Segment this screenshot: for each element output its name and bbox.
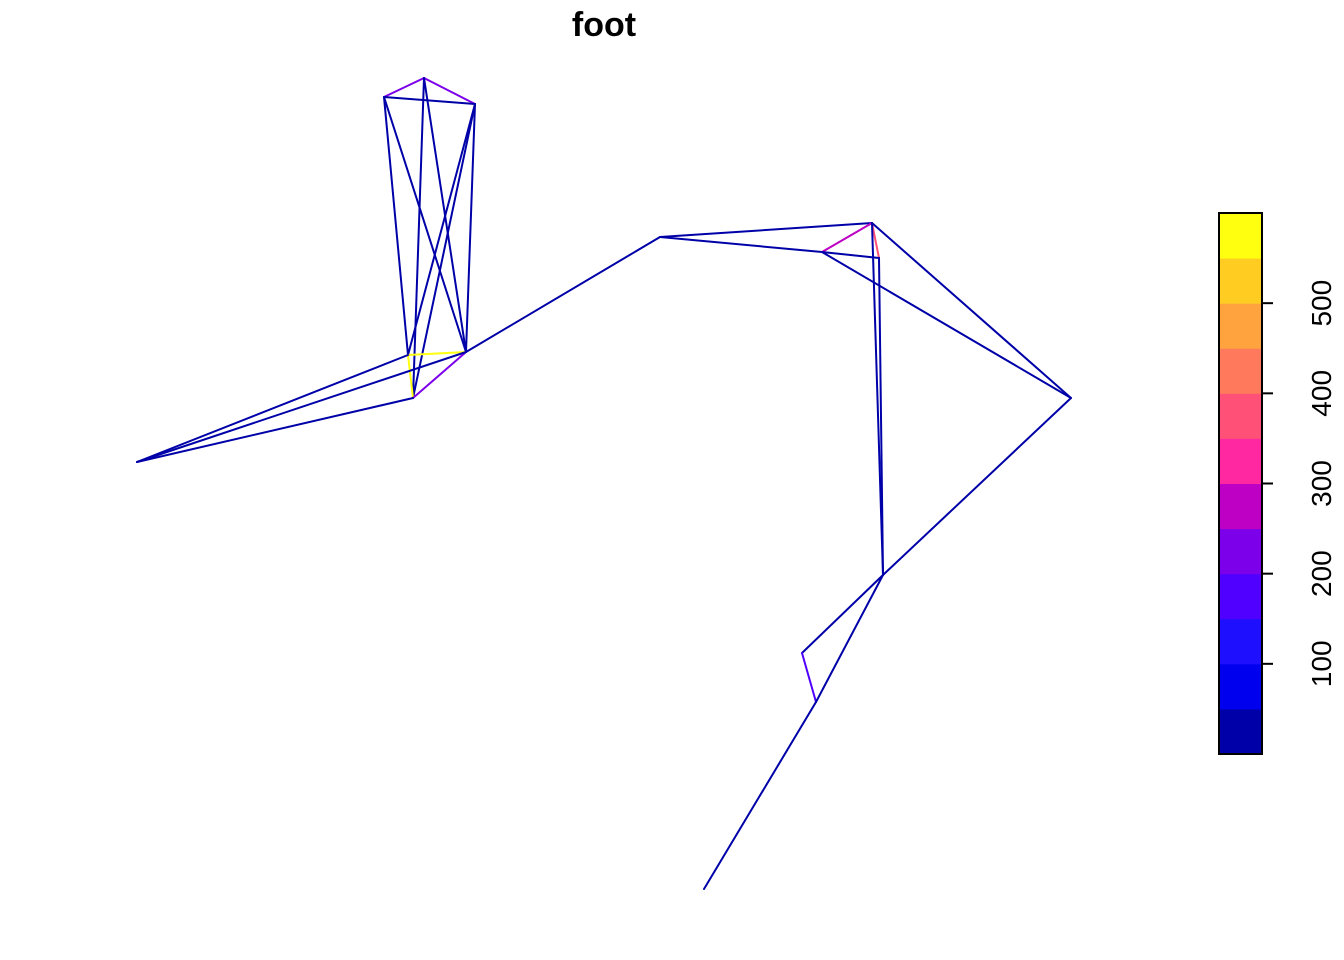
colorbar-tick-label: 200: [1306, 550, 1337, 597]
edge-3: [383, 96, 409, 356]
colorbar-swatch-5: [1219, 483, 1262, 530]
edge-8: [412, 103, 476, 399]
edge-15: [136, 351, 467, 463]
colorbar-swatch-0: [1219, 708, 1262, 755]
colorbar-swatch-3: [1219, 573, 1262, 620]
color-legend: 100 200 300 400 500: [1218, 212, 1337, 755]
edge-26: [882, 397, 1072, 576]
colorbar-swatch-8: [1219, 348, 1262, 394]
edge-7: [407, 103, 476, 356]
edge-22: [871, 222, 1072, 399]
colorbar-swatch-10: [1219, 258, 1262, 304]
colorbar-tick-label: 500: [1306, 280, 1337, 327]
colorbar-swatch-4: [1219, 528, 1262, 575]
chart-title: foot: [572, 6, 636, 44]
colorbar-tick-label: 300: [1306, 460, 1337, 507]
edge-10: [407, 351, 467, 356]
edge-5: [412, 77, 425, 399]
edge-24: [871, 222, 884, 576]
edge-16: [465, 236, 661, 353]
edge-11: [407, 354, 414, 399]
colorbar-swatch-6: [1219, 438, 1262, 484]
edge-23: [821, 251, 1072, 399]
edge-1: [423, 77, 476, 105]
edge-25: [878, 257, 884, 576]
edge-17: [659, 222, 873, 238]
edge-2: [383, 96, 476, 105]
edge-14: [136, 397, 414, 463]
colorbar-swatch-1: [1219, 663, 1262, 710]
edge-21: [821, 251, 880, 259]
colorbar-swatch-9: [1219, 303, 1262, 349]
colorbar-tick-label: 400: [1306, 370, 1337, 417]
edge-9: [465, 103, 476, 353]
colorbar-swatch-7: [1219, 393, 1262, 439]
edge-0: [383, 77, 425, 98]
edge-12: [412, 351, 467, 399]
edge-29: [815, 574, 884, 703]
network-edges: [136, 77, 1072, 890]
edge-28: [801, 652, 817, 703]
edge-30: [703, 701, 817, 890]
colorbar-tick-label: 100: [1306, 640, 1337, 687]
edge-19: [821, 222, 873, 253]
colorbar-swatch-2: [1219, 618, 1262, 665]
edge-27: [801, 574, 884, 654]
edge-4: [383, 96, 467, 353]
edge-13: [136, 354, 409, 463]
edge-18: [659, 236, 823, 253]
colorbar-swatch-11: [1219, 213, 1262, 259]
